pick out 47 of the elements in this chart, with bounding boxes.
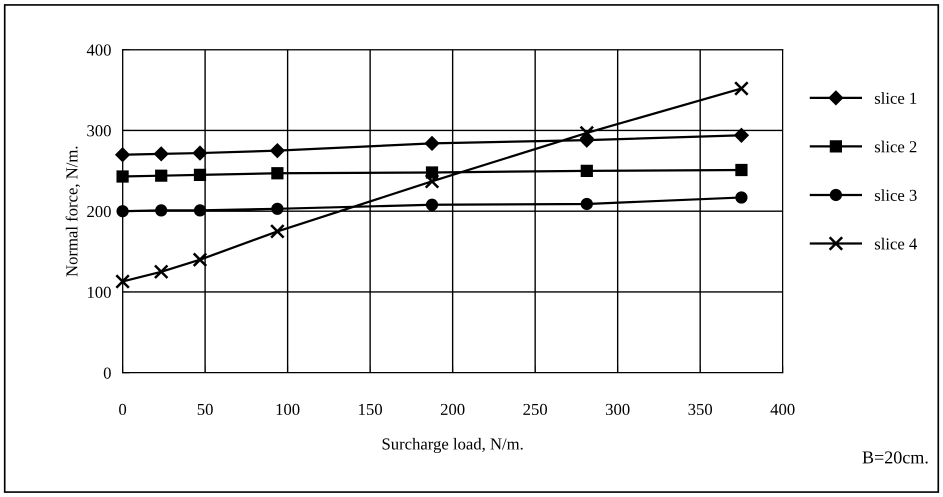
y-tick-label: 200 — [87, 206, 111, 218]
y-tick-label: 300 — [87, 125, 111, 136]
point — [426, 198, 438, 211]
legend-label: slice 1 — [874, 92, 916, 104]
y-tick-label: 0 — [104, 367, 111, 379]
point — [154, 264, 169, 280]
x-tick-label: 100 — [276, 404, 300, 416]
legend-label: slice 4 — [874, 238, 918, 250]
y-tick-label: 100 — [88, 286, 111, 298]
point — [271, 202, 284, 215]
x-axis-title: Surcharge load, N/m. — [382, 438, 523, 454]
point — [154, 146, 168, 162]
point — [155, 204, 168, 217]
text: B=20cm. — [862, 451, 928, 464]
point — [116, 170, 129, 183]
point — [735, 164, 748, 176]
x-tick-label: 50 — [198, 404, 213, 416]
point — [270, 224, 285, 239]
point — [580, 164, 593, 177]
point — [271, 167, 284, 180]
point — [270, 144, 285, 158]
point — [734, 128, 749, 142]
point — [735, 191, 748, 204]
point — [194, 168, 206, 181]
x-tick-label: 250 — [523, 404, 548, 416]
point — [155, 170, 168, 182]
legend-label: slice 2 — [874, 140, 916, 152]
y-axis-title: Normal force, N/m. — [66, 146, 80, 276]
legend-label: slice 3 — [874, 189, 917, 201]
point — [424, 136, 440, 151]
point — [116, 205, 129, 218]
x-tick-label: 400 — [770, 404, 795, 416]
x-tick-label: 200 — [440, 404, 465, 416]
x-tick-label: 300 — [606, 404, 630, 416]
point — [734, 80, 749, 96]
point — [115, 148, 130, 162]
x-tick-label: 0 — [119, 404, 126, 416]
point — [194, 204, 206, 217]
x-tick-label: 150 — [359, 404, 382, 416]
point — [192, 252, 208, 268]
x-tick-label: 350 — [688, 404, 712, 416]
point — [424, 174, 440, 189]
point — [192, 146, 208, 160]
point — [115, 274, 130, 289]
y-tick-label: 400 — [86, 44, 111, 56]
point — [579, 125, 594, 140]
point — [580, 198, 593, 210]
